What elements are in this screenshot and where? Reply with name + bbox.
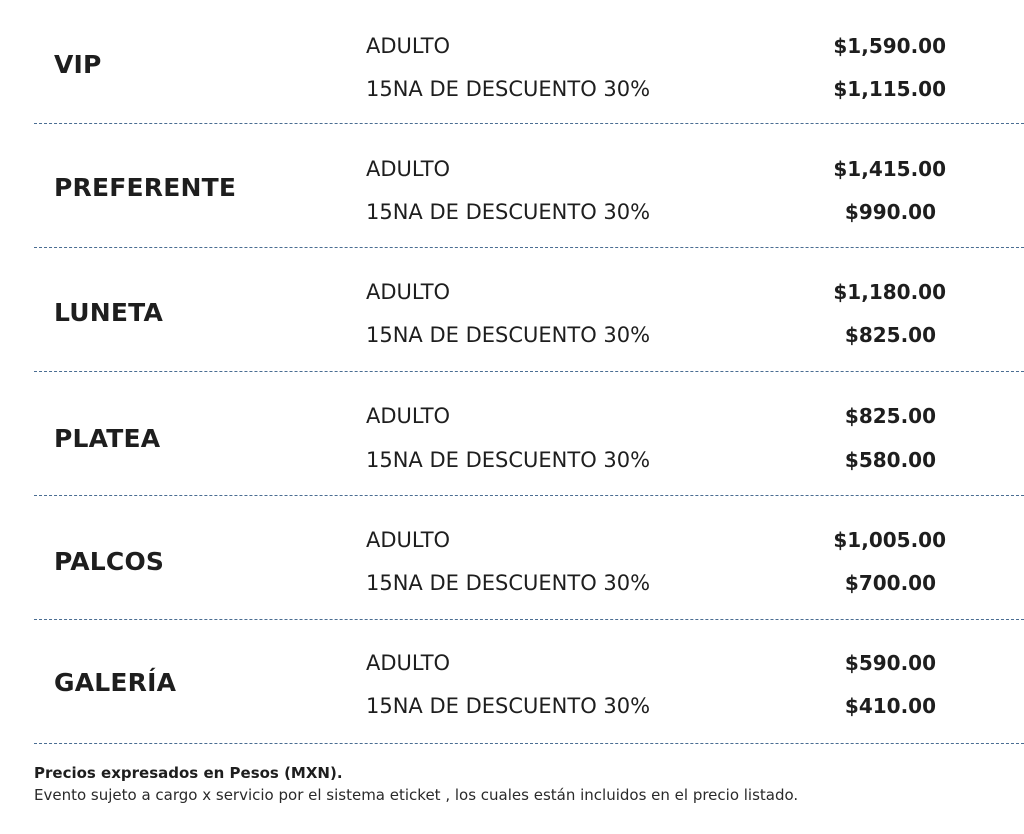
price-section-platea: PLATEA ADULTO $825.00 15NA DE DESCUENTO …	[34, 372, 1024, 496]
ticket-type-label: 15NA DE DESCUENTO 30%	[366, 77, 651, 101]
ticket-type-label: 15NA DE DESCUENTO 30%	[366, 448, 651, 472]
ticket-row-adult: ADULTO $825.00	[366, 404, 946, 434]
ticket-type-label: 15NA DE DESCUENTO 30%	[366, 694, 651, 718]
ticket-type-label: ADULTO	[366, 404, 451, 428]
ticket-row-discount: 15NA DE DESCUENTO 30% $1,115.00	[366, 77, 946, 107]
ticket-row-discount: 15NA DE DESCUENTO 30% $580.00	[366, 448, 946, 478]
price-section-palcos: PALCOS ADULTO $1,005.00 15NA DE DESCUENT…	[34, 496, 1024, 620]
price-section-luneta: LUNETA ADULTO $1,180.00 15NA DE DESCUENT…	[34, 248, 1024, 372]
ticket-type-label: 15NA DE DESCUENTO 30%	[366, 200, 651, 224]
ticket-price: $990.00	[844, 200, 936, 224]
ticket-type-label: ADULTO	[366, 34, 451, 58]
ticket-price: $590.00	[844, 651, 936, 675]
ticket-price: $1,590.00	[833, 34, 946, 58]
ticket-type-label: 15NA DE DESCUENTO 30%	[366, 323, 651, 347]
service-charge-note: Evento sujeto a cargo x servicio por el …	[34, 786, 799, 804]
ticket-price: $410.00	[844, 694, 936, 718]
ticket-type-label: ADULTO	[366, 280, 451, 304]
ticket-type-label: ADULTO	[366, 157, 451, 181]
ticket-row-discount: 15NA DE DESCUENTO 30% $825.00	[366, 323, 946, 353]
section-name: LUNETA	[54, 298, 164, 327]
price-section-preferente: PREFERENTE ADULTO $1,415.00 15NA DE DESC…	[34, 124, 1024, 248]
ticket-row-adult: ADULTO $1,005.00	[366, 528, 946, 558]
ticket-row-adult: ADULTO $1,590.00	[366, 34, 946, 64]
ticket-row-adult: ADULTO $1,180.00	[366, 280, 946, 310]
section-name: PREFERENTE	[54, 173, 237, 202]
section-name: PLATEA	[54, 424, 161, 453]
ticket-price: $825.00	[844, 323, 936, 347]
ticket-price: $700.00	[844, 571, 936, 595]
section-name: GALERÍA	[54, 668, 177, 697]
price-section-galeria: GALERÍA ADULTO $590.00 15NA DE DESCUENTO…	[34, 620, 1024, 744]
ticket-row-adult: ADULTO $590.00	[366, 651, 946, 681]
price-footer: Precios expresados en Pesos (MXN). Event…	[34, 762, 1014, 806]
ticket-price: $580.00	[844, 448, 936, 472]
ticket-price: $1,115.00	[833, 77, 946, 101]
ticket-row-discount: 15NA DE DESCUENTO 30% $410.00	[366, 694, 946, 724]
ticket-type-label: 15NA DE DESCUENTO 30%	[366, 571, 651, 595]
section-name: PALCOS	[54, 547, 165, 576]
ticket-type-label: ADULTO	[366, 528, 451, 552]
ticket-type-label: ADULTO	[366, 651, 451, 675]
currency-note: Precios expresados en Pesos (MXN).	[34, 764, 343, 782]
ticket-row-discount: 15NA DE DESCUENTO 30% $990.00	[366, 200, 946, 230]
ticket-row-adult: ADULTO $1,415.00	[366, 157, 946, 187]
section-name: VIP	[54, 50, 102, 79]
ticket-price: $825.00	[844, 404, 936, 428]
ticket-price: $1,180.00	[833, 280, 946, 304]
price-table: VIP ADULTO $1,590.00 15NA DE DESCUENTO 3…	[34, 0, 1024, 744]
ticket-price: $1,415.00	[833, 157, 946, 181]
ticket-row-discount: 15NA DE DESCUENTO 30% $700.00	[366, 571, 946, 601]
price-section-vip: VIP ADULTO $1,590.00 15NA DE DESCUENTO 3…	[34, 0, 1024, 124]
ticket-price: $1,005.00	[833, 528, 946, 552]
